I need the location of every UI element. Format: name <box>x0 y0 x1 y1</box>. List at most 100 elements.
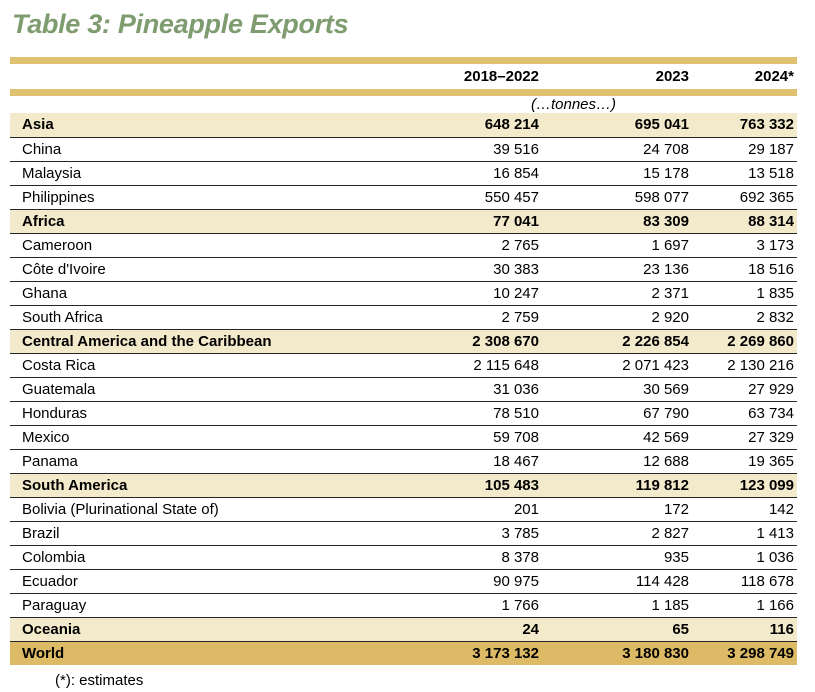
row-value: 23 136 <box>542 257 692 282</box>
pineapple-exports-table: 2018–2022 2023 2024* (…tonnes…) Asia 648 … <box>10 57 797 665</box>
row-value: 19 365 <box>692 449 797 474</box>
row-value: 118 678 <box>692 569 797 594</box>
row-value: 2 827 <box>542 521 692 546</box>
row-value: 63 734 <box>692 401 797 426</box>
table-row: Africa 77 041 83 309 88 314 <box>10 209 797 234</box>
row-value: 24 <box>350 617 542 642</box>
row-value: 24 708 <box>542 137 692 162</box>
row-value: 1 036 <box>692 545 797 570</box>
row-value: 1 697 <box>542 233 692 258</box>
row-label: Ghana <box>10 281 350 306</box>
table-row: China 39 516 24 708 29 187 <box>10 137 797 162</box>
row-value: 2 115 648 <box>350 353 542 378</box>
row-value: 3 180 830 <box>542 641 692 665</box>
row-value: 1 413 <box>692 521 797 546</box>
row-value: 12 688 <box>542 449 692 474</box>
table-header: 2018–2022 2023 2024* (…tonnes…) <box>10 57 797 114</box>
report-page: Table 3: Pineapple Exports 2018–2022 202… <box>0 6 815 689</box>
row-value: 8 378 <box>350 545 542 570</box>
column-header-2024: 2024* <box>692 57 797 96</box>
table-row: Philippines 550 457 598 077 692 365 <box>10 185 797 210</box>
table-row: Asia 648 214 695 041 763 332 <box>10 113 797 138</box>
table-row: Paraguay 1 766 1 185 1 166 <box>10 593 797 618</box>
row-value: 67 790 <box>542 401 692 426</box>
row-value: 1 185 <box>542 593 692 618</box>
row-label: China <box>10 137 350 162</box>
row-value: 88 314 <box>692 209 797 234</box>
table-row: Honduras 78 510 67 790 63 734 <box>10 401 797 426</box>
row-value: 201 <box>350 497 542 522</box>
footnote: (*): estimates <box>55 672 144 689</box>
row-label: Paraguay <box>10 593 350 618</box>
row-value: 2 308 670 <box>350 329 542 354</box>
row-value: 1 835 <box>692 281 797 306</box>
row-value: 2 226 854 <box>542 329 692 354</box>
row-value: 27 329 <box>692 425 797 450</box>
table-row: Colombia 8 378 935 1 036 <box>10 545 797 570</box>
table-row: Oceania 24 65 116 <box>10 617 797 642</box>
row-value: 2 765 <box>350 233 542 258</box>
table-row: Central America and the Caribbean 2 308 6… <box>10 329 797 354</box>
table-row: Mexico 59 708 42 569 27 329 <box>10 425 797 450</box>
row-value: 15 178 <box>542 161 692 186</box>
row-value: 598 077 <box>542 185 692 210</box>
row-label: Ecuador <box>10 569 350 594</box>
row-label: Oceania <box>10 617 350 642</box>
table-row: World 3 173 132 3 180 830 3 298 749 <box>10 641 797 665</box>
row-value: 550 457 <box>350 185 542 210</box>
row-value: 78 510 <box>350 401 542 426</box>
row-value: 10 247 <box>350 281 542 306</box>
row-value: 172 <box>542 497 692 522</box>
row-value: 2 920 <box>542 305 692 330</box>
row-label: Central America and the Caribbean <box>10 329 350 354</box>
row-value: 18 467 <box>350 449 542 474</box>
column-header-label <box>10 57 350 96</box>
row-value: 648 214 <box>350 113 542 138</box>
row-value: 2 832 <box>692 305 797 330</box>
row-value: 935 <box>542 545 692 570</box>
table-body: Asia 648 214 695 041 763 332 China 39 516 24 7… <box>10 113 797 665</box>
row-value: 27 929 <box>692 377 797 402</box>
row-value: 16 854 <box>350 161 542 186</box>
row-value: 3 173 132 <box>350 641 542 665</box>
row-value: 116 <box>692 617 797 642</box>
row-value: 2 371 <box>542 281 692 306</box>
unit-row-spacer <box>10 93 350 114</box>
row-value: 42 569 <box>542 425 692 450</box>
table-row: Côte d'Ivoire 30 383 23 136 18 516 <box>10 257 797 282</box>
row-value: 1 766 <box>350 593 542 618</box>
header-row: 2018–2022 2023 2024* <box>10 57 797 96</box>
table-row: Costa Rica 2 115 648 2 071 423 2 130 216 <box>10 353 797 378</box>
row-value: 2 071 423 <box>542 353 692 378</box>
row-label: Asia <box>10 113 350 138</box>
row-value: 2 759 <box>350 305 542 330</box>
row-label: Costa Rica <box>10 353 350 378</box>
row-value: 692 365 <box>692 185 797 210</box>
row-value: 18 516 <box>692 257 797 282</box>
row-value: 142 <box>692 497 797 522</box>
row-label: World <box>10 641 350 665</box>
row-value: 31 036 <box>350 377 542 402</box>
row-label: Malaysia <box>10 161 350 186</box>
row-label: Panama <box>10 449 350 474</box>
table-row: Ghana 10 247 2 371 1 835 <box>10 281 797 306</box>
row-value: 29 187 <box>692 137 797 162</box>
table-row: South America 105 483 119 812 123 099 <box>10 473 797 498</box>
row-value: 105 483 <box>350 473 542 498</box>
table-row: Cameroon 2 765 1 697 3 173 <box>10 233 797 258</box>
row-label: Brazil <box>10 521 350 546</box>
table-row: Guatemala 31 036 30 569 27 929 <box>10 377 797 402</box>
row-label: Africa <box>10 209 350 234</box>
row-value: 2 269 860 <box>692 329 797 354</box>
row-value: 695 041 <box>542 113 692 138</box>
unit-label: (…tonnes…) <box>530 96 617 113</box>
table-row: Malaysia 16 854 15 178 13 518 <box>10 161 797 186</box>
row-value: 763 332 <box>692 113 797 138</box>
row-label: Mexico <box>10 425 350 450</box>
table-row: Bolivia (Plurinational State of) 201 172 14… <box>10 497 797 522</box>
row-label: Colombia <box>10 545 350 570</box>
table-row: Brazil 3 785 2 827 1 413 <box>10 521 797 546</box>
row-value: 77 041 <box>350 209 542 234</box>
row-value: 59 708 <box>350 425 542 450</box>
column-header-2018-2022: 2018–2022 <box>350 57 542 96</box>
